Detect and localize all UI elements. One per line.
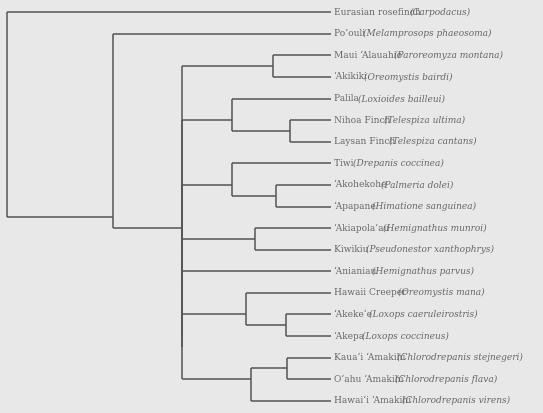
Text: ‘Akepa: ‘Akepa (334, 331, 367, 341)
Text: Kiwikiu: Kiwikiu (334, 245, 371, 254)
Text: Laysan Finch: Laysan Finch (334, 137, 399, 146)
Text: (Chlorodrepanis stejnegeri): (Chlorodrepanis stejnegeri) (397, 353, 523, 362)
Text: (Oreomystis bairdi): (Oreomystis bairdi) (364, 72, 453, 81)
Text: Palila: Palila (334, 94, 362, 103)
Text: (Loxioides bailleui): (Loxioides bailleui) (358, 94, 445, 103)
Text: ‘Akohekohe: ‘Akohekohe (334, 180, 389, 190)
Text: Hawaii Creeper: Hawaii Creeper (334, 288, 409, 297)
Text: (Drepanis coccinea): (Drepanis coccinea) (353, 159, 444, 168)
Text: (Chlorodrepanis virens): (Chlorodrepanis virens) (402, 396, 510, 406)
Text: Hawaiʻi ‘Amakihi: Hawaiʻi ‘Amakihi (334, 396, 414, 405)
Text: (Carpodacus): (Carpodacus) (410, 7, 471, 17)
Text: (Hemignathus parvus): (Hemignathus parvus) (372, 267, 475, 276)
Text: (Hemignathus munroi): (Hemignathus munroi) (383, 223, 487, 233)
Text: (Pseudonestor xanthophrys): (Pseudonestor xanthophrys) (366, 245, 494, 254)
Text: ‘Akikiki: ‘Akikiki (334, 72, 370, 81)
Text: (Melamprosops phaeosoma): (Melamprosops phaeosoma) (363, 29, 491, 38)
Text: ‘Apapane: ‘Apapane (334, 202, 379, 211)
Text: Tiwi: Tiwi (334, 159, 357, 168)
Text: (Telespiza cantans): (Telespiza cantans) (389, 137, 476, 146)
Text: Oʻahu ‘Amakihi: Oʻahu ‘Amakihi (334, 375, 407, 384)
Text: Po’ouli: Po’ouli (334, 29, 368, 38)
Text: ‘Akeke‘e: ‘Akeke‘e (334, 310, 375, 319)
Text: (Telespiza ultima): (Telespiza ultima) (384, 116, 465, 125)
Text: ‘Akiapolaʻau: ‘Akiapolaʻau (334, 223, 393, 233)
Text: (Paroreomyza montana): (Paroreomyza montana) (394, 51, 503, 60)
Text: Nihoa Finch: Nihoa Finch (334, 116, 394, 125)
Text: Eurasian rosefinch: Eurasian rosefinch (334, 8, 424, 17)
Text: ‘Anianiau: ‘Anianiau (334, 267, 380, 276)
Text: (Chlorodrepanis flava): (Chlorodrepanis flava) (395, 375, 497, 384)
Text: (Oreomystis mana): (Oreomystis mana) (398, 288, 484, 297)
Text: (Loxops coccineus): (Loxops coccineus) (362, 332, 449, 341)
Text: (Palmeria dolei): (Palmeria dolei) (381, 180, 453, 190)
Text: Maui ‘Alauahio: Maui ‘Alauahio (334, 51, 405, 60)
Text: Kauaʻi ‘Amakihi: Kauaʻi ‘Amakihi (334, 353, 408, 362)
Text: (Loxops caeruleirostris): (Loxops caeruleirostris) (369, 310, 477, 319)
Text: (Himatione sanguinea): (Himatione sanguinea) (372, 202, 476, 211)
